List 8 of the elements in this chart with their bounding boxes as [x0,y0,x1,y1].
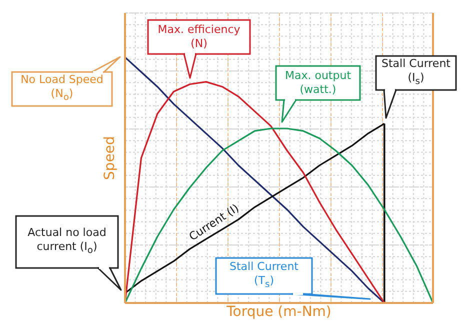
annotation: Max. output (watt.) [284,69,352,97]
x-axis-title: Torque (m-Nm) [226,304,332,320]
annotation: Stall Current (T$_{s}$) [218,260,310,292]
y-axis-title: Speed [102,135,118,182]
text: Max. efficiency (N) [156,23,242,51]
text: No Load Speed (N$_{o}$) [14,72,110,106]
annotation: Stall Current (I$_{s}$) [378,56,454,90]
text: Actual no load current (I$_{o}$) [26,226,108,258]
